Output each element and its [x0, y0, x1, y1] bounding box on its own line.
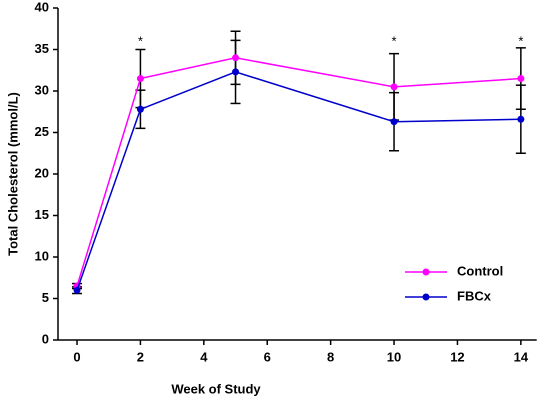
- x-tick-label: 6: [264, 349, 271, 364]
- y-tick-label: 25: [35, 124, 49, 139]
- x-tick-label: 14: [514, 349, 529, 364]
- x-tick-label: 4: [200, 349, 208, 364]
- y-tick-label: 35: [35, 41, 49, 56]
- y-tick-label: 20: [35, 165, 49, 180]
- x-tick-label: 8: [327, 349, 334, 364]
- significance-marker: *: [392, 33, 397, 48]
- series-line: [76, 71, 521, 291]
- point: [390, 83, 398, 91]
- point: [517, 75, 525, 83]
- y-tick-label: 0: [42, 331, 49, 346]
- x-tick-label: 12: [450, 349, 464, 364]
- point: [136, 105, 144, 113]
- legend-label: FBCx: [457, 288, 492, 303]
- y-tick-label: 15: [35, 207, 49, 222]
- point: [73, 286, 81, 294]
- legend-label: Control: [457, 263, 503, 278]
- point: [517, 115, 525, 123]
- point: [390, 118, 398, 126]
- x-axis-label: Week of Study: [171, 381, 261, 396]
- y-tick-label: 10: [35, 248, 49, 263]
- y-tick-label: 40: [35, 0, 49, 14]
- significance-marker: *: [138, 33, 143, 48]
- significance-marker: *: [518, 33, 523, 48]
- legend-marker: [422, 268, 430, 276]
- y-tick-label: 30: [35, 82, 49, 97]
- y-tick-label: 5: [42, 290, 49, 305]
- point: [136, 75, 144, 83]
- legend-marker: [422, 293, 430, 301]
- x-tick-label: 10: [387, 349, 401, 364]
- x-tick-label: 0: [73, 349, 80, 364]
- point: [232, 68, 240, 76]
- y-axis-label: Total Cholesterol (mmol/L): [5, 92, 20, 256]
- point: [232, 54, 240, 62]
- x-tick-label: 2: [137, 349, 144, 364]
